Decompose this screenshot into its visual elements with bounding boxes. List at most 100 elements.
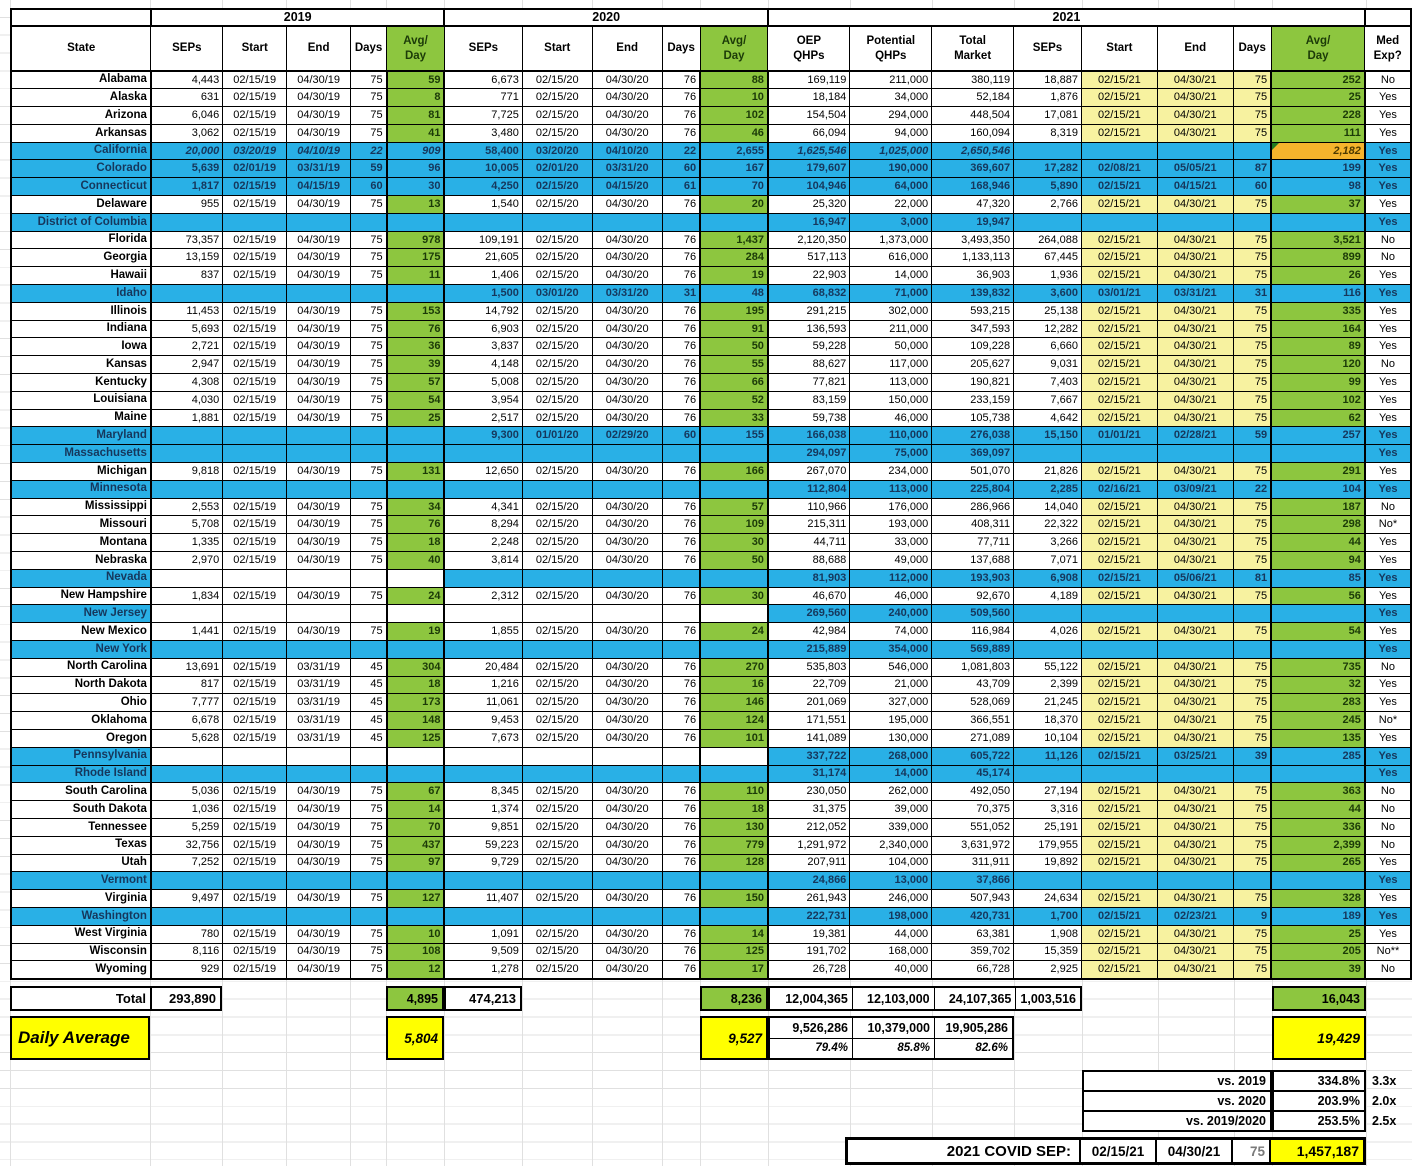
cell[interactable]: 04/30/21 xyxy=(1156,515,1234,535)
cell[interactable]: 14 xyxy=(385,800,446,819)
cell[interactable]: 25,138 xyxy=(1013,301,1082,321)
cell[interactable] xyxy=(591,212,663,232)
cell[interactable]: 5,890 xyxy=(1013,177,1082,197)
cell[interactable]: 327,000 xyxy=(849,693,933,713)
cell[interactable]: 59 xyxy=(350,159,388,179)
cell[interactable]: 75 xyxy=(350,586,388,606)
cell[interactable]: 57 xyxy=(385,373,446,392)
cell[interactable]: 1,216 xyxy=(443,675,523,695)
cell[interactable]: 04/30/19 xyxy=(286,248,352,268)
cell[interactable]: 02/15/20 xyxy=(521,533,593,553)
cell[interactable]: 75 xyxy=(1232,390,1272,410)
cell[interactable]: 04/30/20 xyxy=(591,889,663,908)
state-cell[interactable]: Rhode Island xyxy=(10,764,152,784)
cell[interactable]: 04/30/19 xyxy=(286,835,352,855)
cell[interactable]: 04/30/19 xyxy=(286,551,352,570)
cell[interactable]: 89 xyxy=(1270,337,1366,357)
cell[interactable]: 124 xyxy=(699,711,769,730)
cell[interactable]: 04/30/21 xyxy=(1156,782,1234,802)
cell[interactable]: 276,038 xyxy=(931,426,1015,446)
cell[interactable]: 30 xyxy=(385,177,446,197)
cell[interactable]: 75 xyxy=(1232,817,1272,837)
cell[interactable]: 7,252 xyxy=(150,853,224,873)
cell[interactable] xyxy=(350,906,388,926)
cell[interactable] xyxy=(1013,871,1082,891)
cell[interactable]: 311,911 xyxy=(931,853,1015,873)
cell[interactable]: 02/15/20 xyxy=(521,675,593,695)
state-cell[interactable]: Utah xyxy=(10,853,152,873)
cell[interactable]: 04/30/20 xyxy=(591,462,663,481)
cell[interactable]: 75 xyxy=(1232,106,1272,125)
cell[interactable]: 04/10/19 xyxy=(286,141,352,161)
cell[interactable]: 380,119 xyxy=(931,70,1015,90)
cell[interactable]: 285 xyxy=(1270,746,1366,766)
column-header[interactable]: Start xyxy=(521,25,593,72)
cell[interactable]: 448,504 xyxy=(931,106,1015,125)
cell[interactable]: 2,285 xyxy=(1013,479,1082,499)
cell[interactable]: 02/15/19 xyxy=(222,230,288,250)
cell[interactable] xyxy=(1013,212,1082,232)
cell[interactable]: 02/15/19 xyxy=(222,960,288,980)
cell[interactable]: 96 xyxy=(385,159,446,179)
cell[interactable]: 02/15/21 xyxy=(1080,657,1158,677)
cell[interactable]: 61 xyxy=(661,177,701,197)
cell[interactable]: 02/01/19 xyxy=(222,159,288,179)
state-cell[interactable]: Delaware xyxy=(10,195,152,214)
cell[interactable]: 02/15/20 xyxy=(521,355,593,375)
cell[interactable]: 02/15/19 xyxy=(222,889,288,908)
cell[interactable]: 03/31/19 xyxy=(286,159,352,179)
cell[interactable]: 04/30/20 xyxy=(591,106,663,125)
cell[interactable]: 127 xyxy=(385,889,446,908)
cell[interactable]: 75 xyxy=(1232,123,1272,143)
cell[interactable]: 02/15/21 xyxy=(1080,817,1158,837)
cell[interactable]: 199 xyxy=(1270,159,1366,179)
cell[interactable]: 59,738 xyxy=(767,408,851,428)
cell[interactable]: 4,308 xyxy=(150,373,224,392)
cell[interactable]: 109 xyxy=(699,515,769,535)
cell[interactable] xyxy=(1232,212,1272,232)
cell[interactable]: 1,700 xyxy=(1013,906,1082,926)
cell[interactable]: Yes xyxy=(1364,924,1412,944)
cell[interactable]: 02/15/21 xyxy=(1080,693,1158,713)
cell[interactable]: 02/15/21 xyxy=(1080,533,1158,553)
cell[interactable]: 04/30/21 xyxy=(1156,728,1234,748)
cell[interactable]: 19,892 xyxy=(1013,853,1082,873)
cell[interactable]: 10 xyxy=(699,88,769,108)
cell[interactable]: 04/30/21 xyxy=(1156,586,1234,606)
cell[interactable]: 298 xyxy=(1270,515,1366,535)
cell[interactable]: 94 xyxy=(1270,551,1366,570)
cell[interactable]: 02/15/19 xyxy=(222,497,288,517)
cell[interactable] xyxy=(1080,212,1158,232)
cell[interactable]: 45 xyxy=(350,693,388,713)
cell[interactable]: 26,728 xyxy=(767,960,851,980)
cell[interactable]: 211,000 xyxy=(849,70,933,90)
cell[interactable]: 02/15/19 xyxy=(222,693,288,713)
cell[interactable]: 04/30/20 xyxy=(591,88,663,108)
cell[interactable]: 04/30/21 xyxy=(1156,693,1234,713)
cell[interactable]: 76 xyxy=(661,800,701,819)
cell[interactable]: 02/15/21 xyxy=(1080,355,1158,375)
cell[interactable]: 75 xyxy=(350,800,388,819)
cell[interactable]: 7,777 xyxy=(150,693,224,713)
cell[interactable] xyxy=(286,906,352,926)
cell[interactable]: 12,282 xyxy=(1013,319,1082,339)
cell[interactable]: 02/15/21 xyxy=(1080,373,1158,392)
cell[interactable]: 155 xyxy=(699,426,769,446)
cell[interactable]: Yes xyxy=(1364,212,1412,232)
cell[interactable]: 75 xyxy=(350,835,388,855)
cell[interactable]: 76 xyxy=(661,533,701,553)
cell[interactable]: 1,908 xyxy=(1013,924,1082,944)
cell[interactable]: 37 xyxy=(1270,195,1366,214)
column-header[interactable]: State xyxy=(10,25,152,72)
cell[interactable] xyxy=(150,444,224,464)
cell[interactable]: 9,497 xyxy=(150,889,224,908)
cell[interactable]: 77,821 xyxy=(767,373,851,392)
cell[interactable]: 31,375 xyxy=(767,800,851,819)
cell[interactable]: Yes xyxy=(1364,426,1412,446)
vs-2020-pct[interactable]: 203.9% xyxy=(1317,1094,1360,1108)
cell[interactable]: 113,000 xyxy=(849,373,933,392)
cell[interactable] xyxy=(699,444,769,464)
cell[interactable] xyxy=(222,284,288,303)
cell[interactable]: 212,052 xyxy=(767,817,851,837)
cell[interactable]: 3,480 xyxy=(443,123,523,143)
